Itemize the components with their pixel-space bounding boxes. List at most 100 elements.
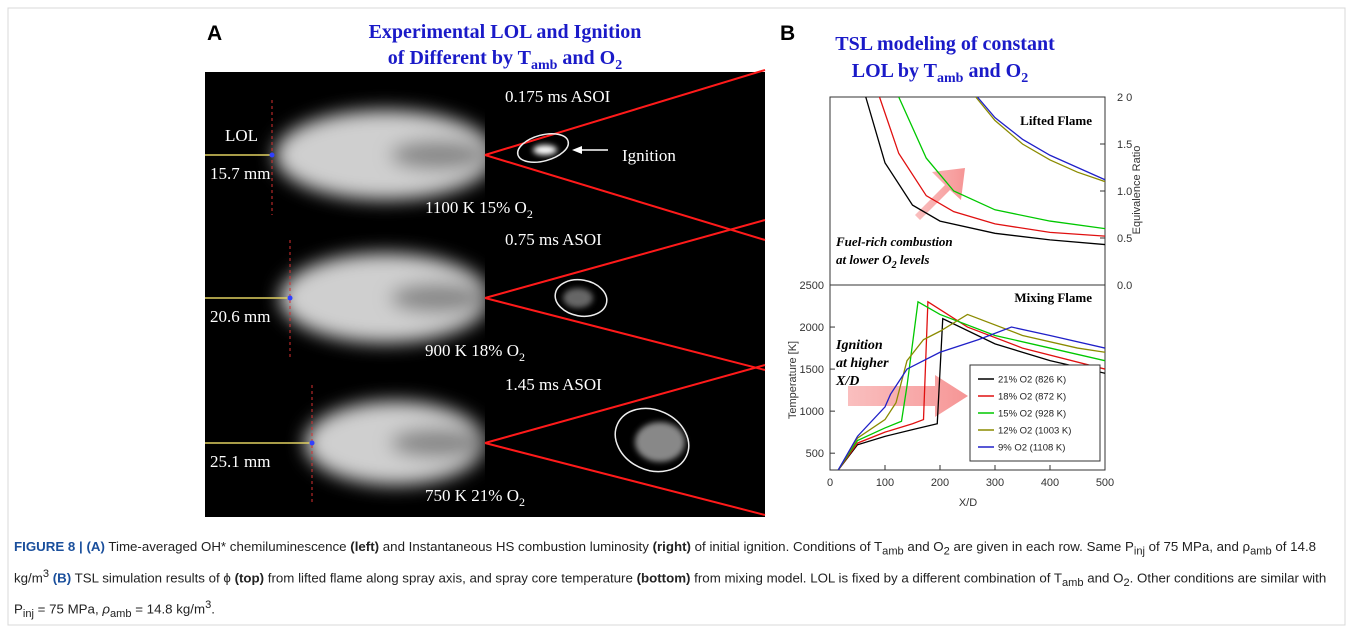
y-tick-label: 1.5 xyxy=(1117,139,1132,151)
caption-bold: (top) xyxy=(234,570,265,586)
title-part: of Different by T xyxy=(388,47,532,69)
y-tick-label: 0.0 xyxy=(1117,280,1132,292)
time-label: 0.175 ms ASOI xyxy=(505,87,611,106)
title-sub: 2 xyxy=(1021,71,1028,86)
caption-text: . xyxy=(211,601,215,617)
photo-panel xyxy=(205,69,766,517)
caption-sub: amb xyxy=(1250,545,1272,558)
time-label: 0.75 ms ASOI xyxy=(505,230,602,249)
legend-label: 9% O2 (1108 K) xyxy=(998,443,1065,454)
ignition-label: Ignition xyxy=(622,146,676,165)
panel-title: Experimental LOL and Ignition xyxy=(369,21,642,43)
condition-part: 900 K 18% O xyxy=(425,341,519,360)
annotation: Ignition xyxy=(835,338,883,353)
caption-sub: amb xyxy=(1062,576,1084,589)
caption-sup: 3 xyxy=(42,567,49,580)
caption-text: and O xyxy=(1083,570,1124,586)
caption-sub: amb xyxy=(109,607,132,620)
plot-frame xyxy=(829,284,1106,471)
caption-text: from lifted flame along spray axis, and … xyxy=(264,570,637,586)
title-sub: amb xyxy=(531,58,558,73)
caption-text: and Instantaneous HS combustion luminosi… xyxy=(379,539,653,554)
caption-head: FIGURE 8 | xyxy=(14,539,87,554)
caption-text: = 75 MPa, xyxy=(33,601,103,617)
caption-text: = 14.8 kg/m xyxy=(131,601,206,617)
lol-value: 15.7 mm xyxy=(210,164,270,183)
caption-sub: inj xyxy=(22,607,34,620)
series-line xyxy=(837,300,1105,470)
y-tick-label: 1000 xyxy=(800,406,824,418)
legend-label: 21% O2 (826 K) xyxy=(998,375,1066,386)
panel-title: LOL by Tamb and O2 xyxy=(852,60,1029,86)
y-tick-label: 1500 xyxy=(800,364,824,376)
condition-part: 750 K 21% O xyxy=(425,486,519,505)
title-part: and O xyxy=(963,60,1021,82)
series-line xyxy=(837,326,1105,470)
title-part: LOL by T xyxy=(852,60,938,82)
series-line xyxy=(976,97,1105,181)
annotation: at higher xyxy=(836,356,889,371)
series-line xyxy=(975,97,1105,183)
lol-value: 25.1 mm xyxy=(210,452,270,471)
y-axis-label: Equivalence Ratio xyxy=(1131,146,1143,235)
y-axis-label: Temperature [K] xyxy=(787,341,799,419)
time-label: 1.45 ms ASOI xyxy=(505,375,602,394)
panel-title: TSL modeling of constant xyxy=(835,33,1055,55)
chart-title: Lifted Flame xyxy=(1020,113,1092,128)
condition-sub: 2 xyxy=(519,350,525,364)
condition-label: 750 K 21% O2 xyxy=(425,486,525,509)
caption-sup: 3 xyxy=(205,598,212,611)
panel-label: B xyxy=(780,22,795,45)
lol-value: 20.6 mm xyxy=(210,307,270,326)
caption-bold: (left) xyxy=(350,539,380,554)
caption-text: of 75 MPa, and ρ xyxy=(1144,539,1251,554)
caption-bold: (B) xyxy=(52,570,72,586)
caption-sub: inj xyxy=(1133,545,1145,558)
title-sub: 2 xyxy=(615,58,622,73)
condition-label: 1100 K 15% O2 xyxy=(425,198,533,221)
annotation-part: levels xyxy=(897,252,930,267)
caption-bold: (A) xyxy=(86,539,105,554)
title-part: and O xyxy=(557,47,615,69)
legend-label: 12% O2 (1003 K) xyxy=(998,426,1071,437)
series-line xyxy=(837,317,1105,470)
x-tick-label: 300 xyxy=(986,477,1004,489)
legend-label: 18% O2 (872 K) xyxy=(998,392,1066,403)
caption-text: from mixing model. LOL is fixed by a dif… xyxy=(690,570,1062,586)
x-tick-label: 500 xyxy=(1096,477,1114,489)
y-tick-label: 2000 xyxy=(800,322,824,334)
series-line xyxy=(865,97,1105,246)
annotation-part: at lower O xyxy=(836,252,892,267)
caption-italic: ρ xyxy=(102,601,110,617)
caption-sub: 2 xyxy=(943,545,950,558)
caption-text: of 14.8 kg/m xyxy=(14,539,1317,586)
annotation: X/D xyxy=(835,374,859,389)
y-tick-label: 500 xyxy=(806,448,824,460)
condition-sub: 2 xyxy=(527,207,533,221)
chart: 500 1000 1500 2000 2500 0 100 200 300 400 500 21% O… xyxy=(800,280,1115,489)
x-tick-label: 400 xyxy=(1041,477,1059,489)
legend-label: 15% O2 (928 K) xyxy=(998,409,1066,420)
series-line xyxy=(837,300,1105,470)
caption-text: and O xyxy=(903,539,944,554)
y-tick-label: 2 0 xyxy=(1117,92,1132,104)
panel-label: A xyxy=(207,22,222,45)
condition-label: 900 K 18% O2 xyxy=(425,341,525,364)
series-line xyxy=(898,97,1105,230)
chart-title: Mixing Flame xyxy=(1014,290,1092,305)
rows: 15.7 mm 0.175 ms ASOI 1100 K 15% O2 20.6 mm… xyxy=(210,87,611,509)
annotation: at lower O2 levels xyxy=(836,252,929,271)
annotation: Fuel-rich combustion xyxy=(835,234,953,249)
x-tick-label: 200 xyxy=(931,477,949,489)
caption: FIGURE 8 | (A) Time-averaged OH* chemilu… xyxy=(14,536,1339,625)
figure-border xyxy=(7,7,1346,626)
x-tick-label: 100 xyxy=(876,477,894,489)
y-tick-label: 0.5 xyxy=(1117,233,1132,245)
series-line xyxy=(837,313,1105,470)
trend-arrow xyxy=(915,168,965,220)
lol-label: LOL xyxy=(225,126,258,145)
caption-sub: amb xyxy=(882,545,904,558)
annotation-sub: 2 xyxy=(891,260,897,271)
